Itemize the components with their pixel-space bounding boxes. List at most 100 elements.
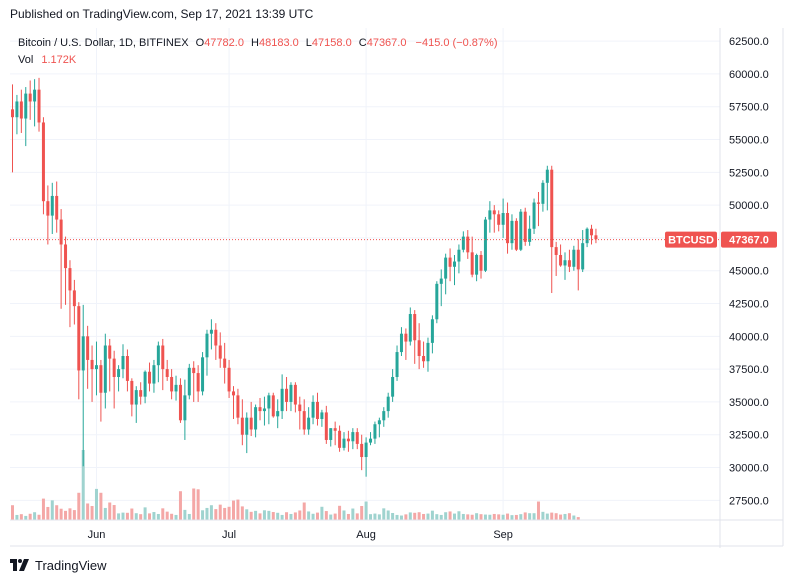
candle-body — [112, 358, 116, 377]
x-tick-label: Jul — [222, 529, 236, 541]
candle-body — [342, 438, 346, 448]
legend-change: −415.0 (−0.87%) — [416, 37, 498, 49]
volume-bar — [236, 499, 240, 520]
y-tick-label: 40000.0 — [729, 331, 769, 343]
y-tick-label: 50000.0 — [729, 200, 769, 212]
plot-background — [10, 28, 720, 520]
candle-body — [223, 358, 227, 368]
volume-bar — [483, 514, 487, 520]
volume-bar — [324, 511, 328, 520]
volume-bar — [125, 512, 129, 520]
candle-body — [315, 401, 319, 419]
candle-body — [156, 345, 160, 366]
volume-bar — [285, 512, 289, 520]
candle-body — [311, 401, 315, 418]
candle-body — [426, 342, 430, 362]
volume-bar — [475, 513, 479, 520]
candle-body — [64, 244, 68, 269]
candle-body — [205, 333, 209, 358]
candle-body — [479, 254, 483, 271]
candle-body — [298, 404, 302, 412]
volume-bar — [395, 514, 399, 520]
candle-body — [439, 278, 443, 284]
volume-bar — [373, 513, 377, 520]
candle-body — [267, 395, 271, 409]
y-tick-label: 45000.0 — [729, 266, 769, 278]
candle-body — [532, 202, 536, 229]
volume-bar — [559, 514, 563, 520]
y-tick-label: 42500.0 — [729, 299, 769, 311]
volume-bar — [351, 508, 355, 520]
time-axis: Jun Jul Aug Sep — [88, 529, 513, 541]
volume-bar — [271, 512, 275, 520]
candle-body — [541, 182, 545, 204]
candle-body — [302, 411, 306, 430]
volume-bar — [130, 508, 134, 520]
volume-bar — [223, 507, 227, 520]
volume-bar — [315, 512, 319, 520]
volume-bar — [439, 514, 443, 520]
candle-body — [209, 329, 213, 334]
volume-bar — [139, 514, 143, 520]
volume-bar — [528, 513, 532, 520]
candle-body — [554, 247, 558, 255]
candle-body — [497, 214, 501, 225]
candle-body — [280, 388, 284, 412]
candle-body — [90, 359, 94, 370]
candle-body — [271, 395, 275, 417]
volume-bar — [523, 512, 527, 520]
volume-bar — [245, 509, 249, 520]
volume-bar — [112, 505, 116, 520]
candle-body — [567, 260, 571, 267]
y-tick-label: 30000.0 — [729, 463, 769, 475]
volume-bar — [329, 514, 333, 520]
volume-bar — [311, 513, 315, 520]
y-tick-label: 57500.0 — [729, 102, 769, 114]
candle-body — [307, 417, 311, 430]
y-tick-label: 52500.0 — [729, 167, 769, 179]
candle-body — [523, 211, 527, 242]
candle-body — [355, 432, 359, 444]
volume-bar — [192, 488, 196, 520]
volume-bar — [333, 513, 337, 520]
candle-body — [72, 290, 76, 307]
candle-body — [143, 371, 147, 397]
candle-body — [28, 93, 32, 102]
candle-body — [152, 365, 156, 384]
x-tick-label: Jun — [88, 529, 106, 541]
volume-bar — [536, 501, 540, 520]
volume-bar — [24, 515, 28, 520]
price-axis: 62500.0 60000.0 57500.0 55000.0 52500.0 50000… — [729, 36, 769, 507]
volume-bar — [435, 514, 439, 520]
volume-bar — [148, 513, 152, 520]
x-tick-label: Aug — [356, 529, 376, 541]
volume-bar — [77, 492, 81, 520]
brand-name[interactable]: TradingView — [35, 557, 107, 573]
candle-body — [262, 408, 266, 412]
candle-body — [33, 89, 37, 102]
candle-body — [373, 424, 377, 439]
volume-bar — [382, 508, 386, 520]
volume-bar — [567, 513, 571, 520]
price-chart[interactable]: 62500.0 60000.0 57500.0 55000.0 52500.0 50000… — [0, 0, 793, 548]
candle-body — [492, 210, 496, 215]
tradingview-logo-icon[interactable] — [10, 559, 30, 571]
volume-bar — [514, 514, 518, 520]
volume-bar — [72, 510, 76, 520]
candle-body — [285, 388, 289, 402]
volume-bar — [156, 513, 160, 520]
candle-body — [258, 407, 262, 412]
footer: TradingView — [0, 548, 793, 582]
candle-body — [351, 432, 355, 442]
volume-bar — [426, 513, 430, 520]
legend-symbol: Bitcoin / U.S. Dollar, 1D, BITFINEX — [18, 37, 189, 49]
candle-body — [187, 367, 191, 396]
volume-bar — [170, 513, 174, 520]
volume-bar — [364, 501, 368, 520]
candle-body — [581, 243, 585, 270]
candle-body — [364, 442, 368, 458]
volume-bar — [298, 510, 302, 520]
volume-bar — [360, 506, 364, 520]
volume-bar — [453, 513, 456, 520]
candle-body — [86, 336, 90, 360]
